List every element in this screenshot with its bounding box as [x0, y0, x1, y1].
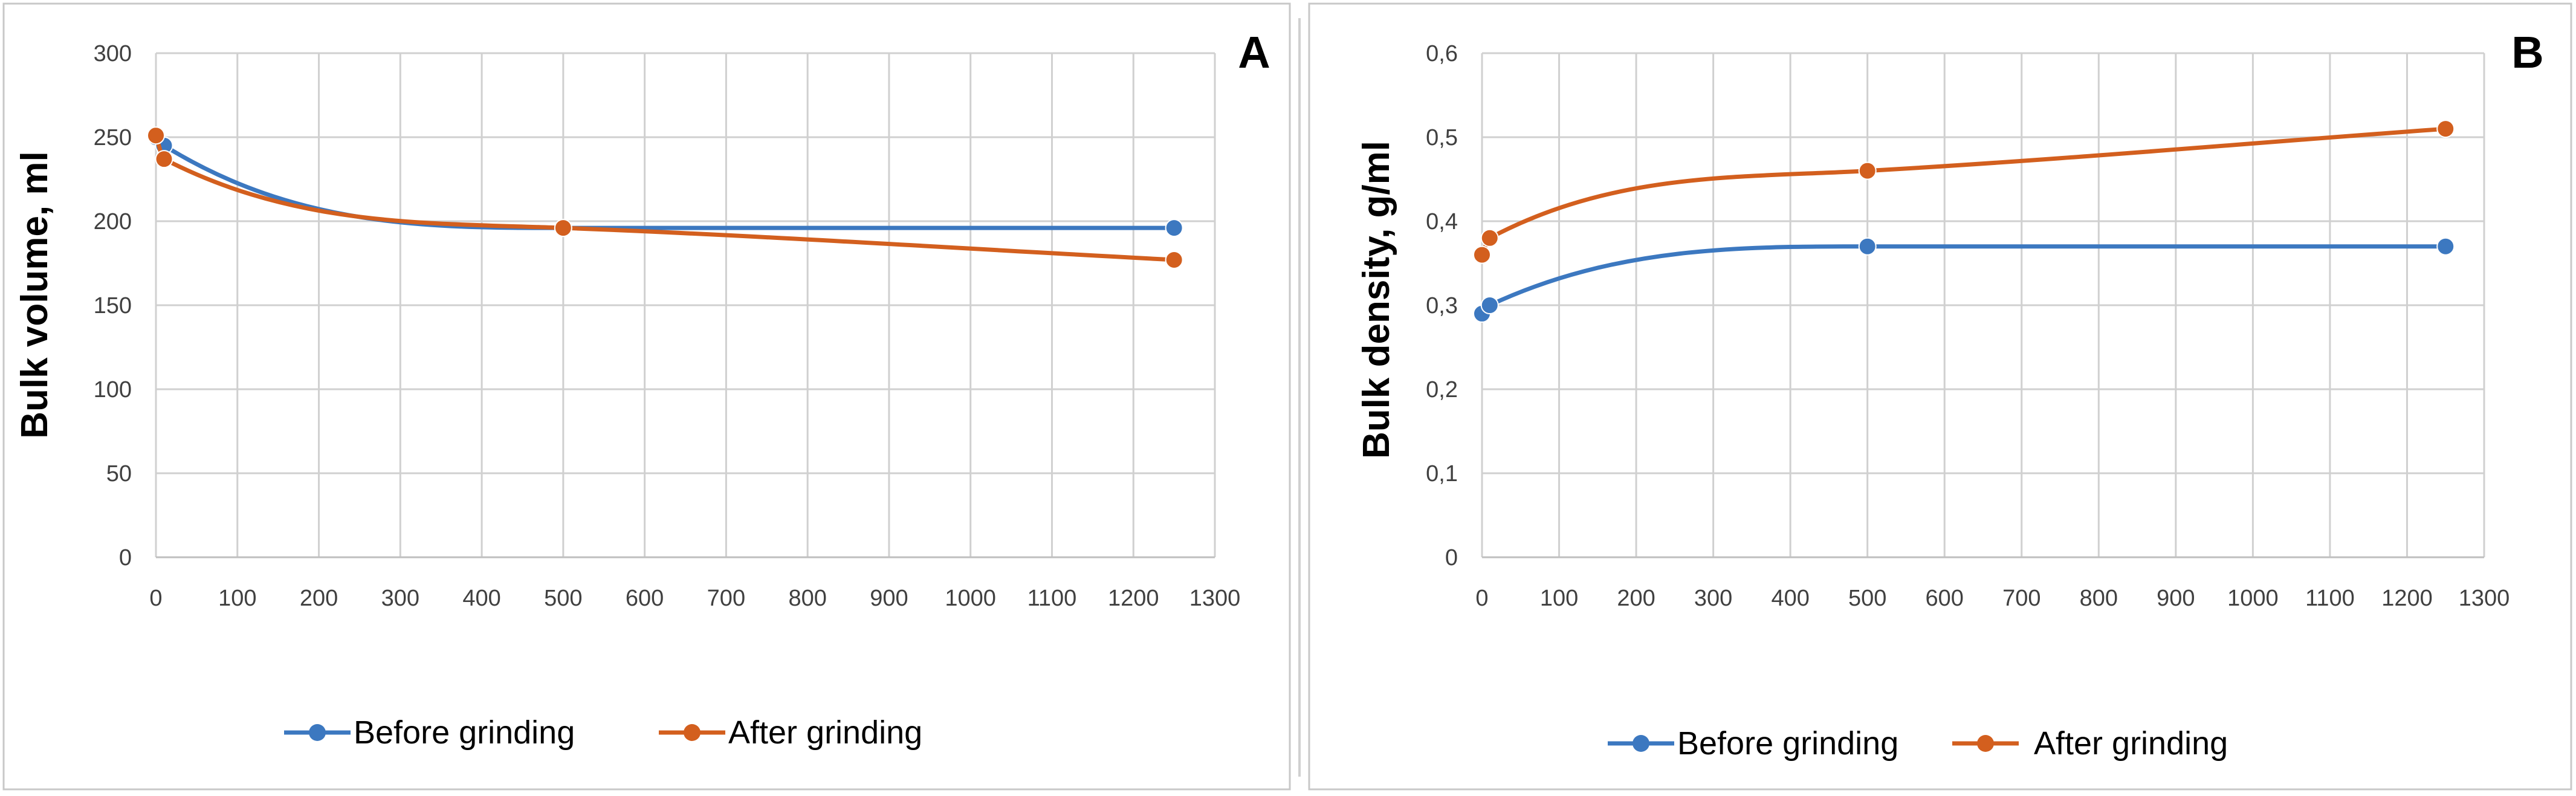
panel-b-x-tick-label: 700 [2002, 586, 2040, 611]
panel-a-x-tick-label: 1300 [1189, 586, 1241, 611]
panel-b-x-tick-label: 300 [1694, 586, 1732, 611]
panel-b-x-tick-label: 100 [1540, 586, 1578, 611]
panel-a-data-point-after-grinding [147, 126, 165, 145]
panel-a-y-tick-label: 150 [94, 293, 132, 319]
panel-b-series-line-after-grinding [1480, 126, 2448, 257]
panel-b: 0 100 200 300 400 500 600 700 800 900 1000 1100 1200… [1356, 27, 2544, 762]
panel-a-x-tick-label: 800 [788, 586, 826, 611]
panel-b-x-tick-label: 0 [1475, 586, 1488, 611]
panel-b-data-point-before-grinding [2436, 237, 2455, 256]
panel-a-x-tick-label: 300 [381, 586, 419, 611]
panel-b-x-tick-label: 500 [1848, 586, 1886, 611]
panel-a-x-tick-label: 1100 [1027, 586, 1077, 611]
panel-a-y-axis-label: Bulk volume, ml [14, 151, 56, 438]
panel-b-y-tick-label: 0,2 [1426, 377, 1458, 403]
panel-a-data-point-after-grinding [554, 219, 572, 238]
panel-a-x-tick-label: 500 [544, 586, 582, 611]
panel-b-legend-marker-after-grinding [1977, 735, 1994, 752]
panel-a-x-tick-label: 1200 [1108, 586, 1159, 611]
panel-a-legend-marker-after-grinding [684, 724, 701, 741]
panel-a-x-tick-label: 100 [218, 586, 256, 611]
panel-b-x-tick-label: 200 [1617, 586, 1655, 611]
panel-a-series-line-after-grinding [154, 133, 1177, 262]
panel-b-x-ticks: 0 100 200 300 400 500 600 700 800 900 1000 1100 1200… [1475, 586, 2510, 611]
panel-b-x-tick-label: 1100 [2305, 586, 2355, 611]
panel-b-data-point-after-grinding [1858, 161, 1877, 180]
panel-b-frame [1308, 2, 2572, 791]
panel-a-y-tick-label: 0 [119, 545, 132, 571]
panel-b-x-tick-label: 1300 [2459, 586, 2510, 611]
panel-a-series [147, 126, 1183, 269]
panel-b-y-tick-label: 0,3 [1426, 293, 1458, 319]
panel-b-data-point-before-grinding [1480, 296, 1499, 314]
panel-b-data-point-before-grinding [1858, 237, 1877, 256]
panel-a-frame [2, 2, 1291, 791]
panel-a-y-tick-label: 250 [94, 125, 132, 150]
panel-b-label: B [2511, 27, 2543, 77]
panel-a-y-ticks: 0 50 100 150 200 250 300 [94, 41, 132, 571]
panel-b-y-tick-label: 0,1 [1426, 461, 1458, 487]
panel-a-data-point-before-grinding [1165, 219, 1183, 238]
panel-a-legend: Before grinding After grinding [284, 714, 922, 751]
panel-b-legend: Before grinding After grinding [1608, 725, 2228, 762]
panel-b-x-tick-label: 600 [1926, 586, 1964, 611]
panel-b-y-axis-label: Bulk density, g/ml [1356, 141, 1397, 459]
panel-a-x-tick-label: 900 [870, 586, 908, 611]
panel-a-series-line-before-grinding [154, 135, 1177, 230]
panel-a-legend-label-after-grinding: After grinding [728, 714, 922, 751]
panel-a-y-tick-label: 50 [106, 461, 132, 487]
panel-a-x-ticks: 0 100 200 300 400 500 600 700 800 900 1000 1100 1200… [149, 586, 1240, 611]
panel-a: 0 100 200 300 400 500 600 700 800 900 1000 1100 1200… [14, 27, 1270, 751]
panel-a-y-tick-label: 200 [94, 209, 132, 235]
panel-a-y-tick-label: 100 [94, 377, 132, 403]
panel-a-label: A [1238, 27, 1270, 77]
panel-b-series-line-before-grinding [1480, 244, 2448, 316]
panel-b-y-tick-label: 0 [1445, 545, 1458, 571]
panel-b-legend-marker-before-grinding [1633, 735, 1649, 752]
panel-b-series [1473, 120, 2455, 323]
panel-a-legend-marker-before-grinding [309, 724, 326, 741]
panel-b-x-tick-label: 1200 [2381, 586, 2433, 611]
panel-a-data-point-after-grinding [155, 150, 173, 169]
panel-b-legend-label-after-grinding: After grinding [2034, 725, 2228, 762]
panel-b-data-point-after-grinding [1480, 228, 1499, 247]
panel-a-x-tick-label: 700 [707, 586, 745, 611]
panel-a-x-tick-label: 400 [462, 586, 500, 611]
panel-a-y-tick-label: 300 [94, 41, 132, 66]
panel-b-y-tick-label: 0,4 [1426, 209, 1458, 235]
panel-a-x-tick-label: 0 [149, 586, 162, 611]
panel-b-grid [1481, 52, 2485, 558]
panel-a-x-tick-label: 1000 [945, 586, 996, 611]
panel-b-data-point-after-grinding [2436, 120, 2455, 138]
panel-b-x-tick-label: 800 [2080, 586, 2118, 611]
panel-b-legend-label-before-grinding: Before grinding [1677, 725, 1898, 762]
panel-b-data-point-after-grinding [1473, 245, 1491, 264]
panel-b-x-tick-label: 1000 [2227, 586, 2279, 611]
panel-b-y-tick-label: 0,5 [1426, 125, 1458, 150]
panel-a-x-tick-label: 200 [300, 586, 338, 611]
panel-a-legend-label-before-grinding: Before grinding [354, 714, 575, 751]
panel-a-x-tick-label: 600 [626, 586, 664, 611]
panel-a-grid [155, 52, 1216, 558]
panel-b-x-tick-label: 900 [2157, 586, 2195, 611]
panel-b-y-ticks: 0 0,1 0,2 0,3 0,4 0,5 0,6 [1426, 41, 1458, 571]
panel-b-y-tick-label: 0,6 [1426, 41, 1458, 66]
panel-b-x-tick-label: 400 [1771, 586, 1809, 611]
panel-a-data-point-after-grinding [1165, 250, 1183, 269]
